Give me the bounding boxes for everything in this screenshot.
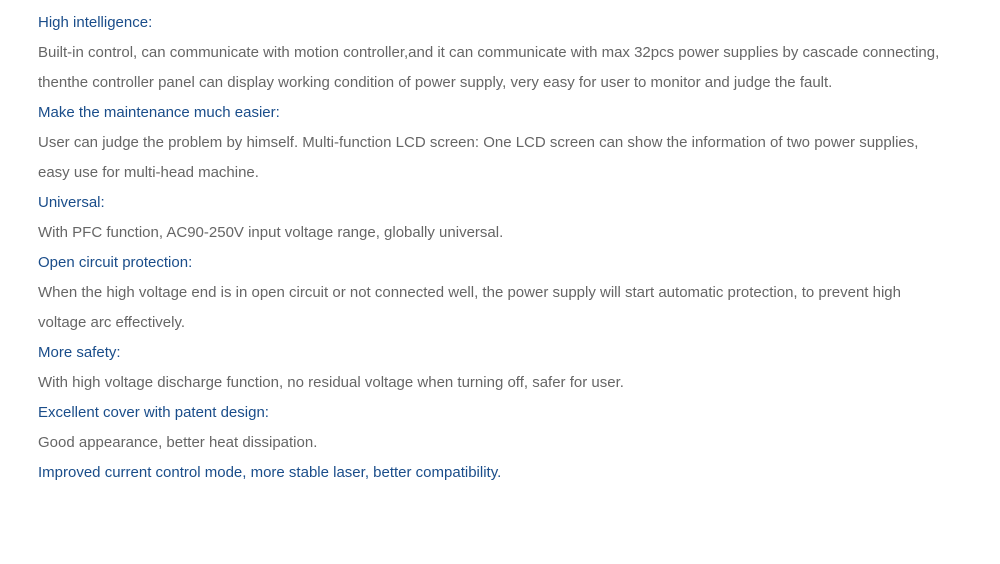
- section-heading: Excellent cover with patent design:: [38, 398, 940, 428]
- section-heading: Open circuit protection:: [38, 248, 940, 278]
- section-body: Good appearance, better heat dissipation…: [38, 428, 940, 458]
- section-body: User can judge the problem by himself. M…: [38, 128, 940, 188]
- final-line: Improved current control mode, more stab…: [38, 458, 940, 488]
- section-heading: Universal:: [38, 188, 940, 218]
- section-body: With PFC function, AC90-250V input volta…: [38, 218, 940, 248]
- section-body: When the high voltage end is in open cir…: [38, 278, 940, 338]
- section-heading: More safety:: [38, 338, 940, 368]
- section-heading: Make the maintenance much easier:: [38, 98, 940, 128]
- section-body: With high voltage discharge function, no…: [38, 368, 940, 398]
- section-body: Built-in control, can communicate with m…: [38, 38, 940, 98]
- content-container: High intelligence: Built-in control, can…: [0, 0, 940, 488]
- section-heading: High intelligence:: [38, 8, 940, 38]
